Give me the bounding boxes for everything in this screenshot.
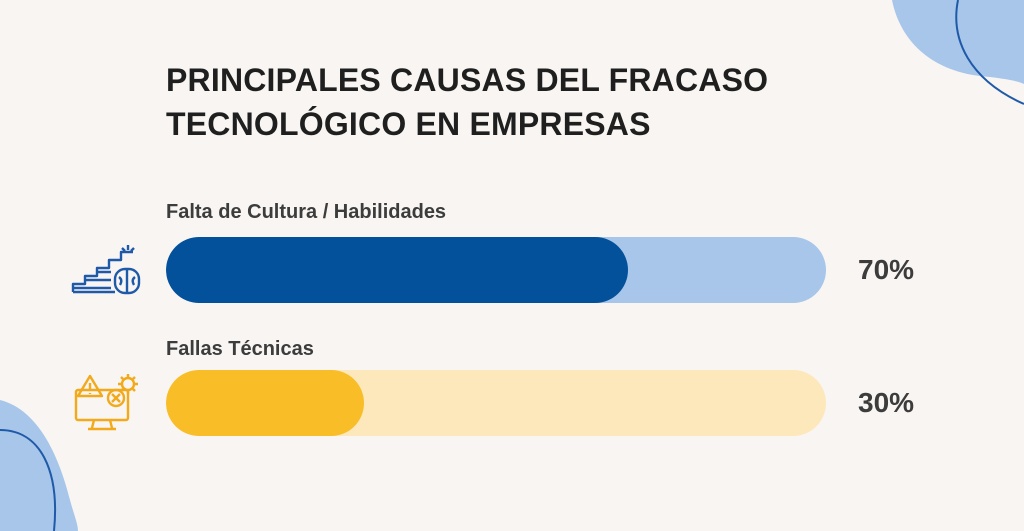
- bar-track-cultura: [166, 237, 826, 303]
- stairs-brain-icon: [71, 245, 141, 295]
- bottom-left-blob: [0, 400, 78, 531]
- bar-label-fallas: Fallas Técnicas: [166, 338, 314, 360]
- chart-title-line-2: TECNOLÓGICO EN EMPRESAS: [166, 106, 651, 142]
- bar-label-cultura: Falta de Cultura / Habilidades: [166, 201, 447, 223]
- bar-fill-fallas: [166, 370, 364, 436]
- bar-track-fallas: [166, 370, 826, 436]
- bar-fill-cultura: [166, 237, 628, 303]
- chart-title: PRINCIPALES CAUSAS DEL FRACASO TECNOLÓGI…: [166, 58, 768, 146]
- warning-monitor-gear-icon: [74, 374, 138, 431]
- top-right-blob: [892, 0, 1024, 105]
- bar-value-cultura: 70%: [858, 254, 915, 285]
- bar-value-fallas: 30%: [858, 387, 915, 418]
- chart-title-line-1: PRINCIPALES CAUSAS DEL FRACASO: [166, 62, 769, 98]
